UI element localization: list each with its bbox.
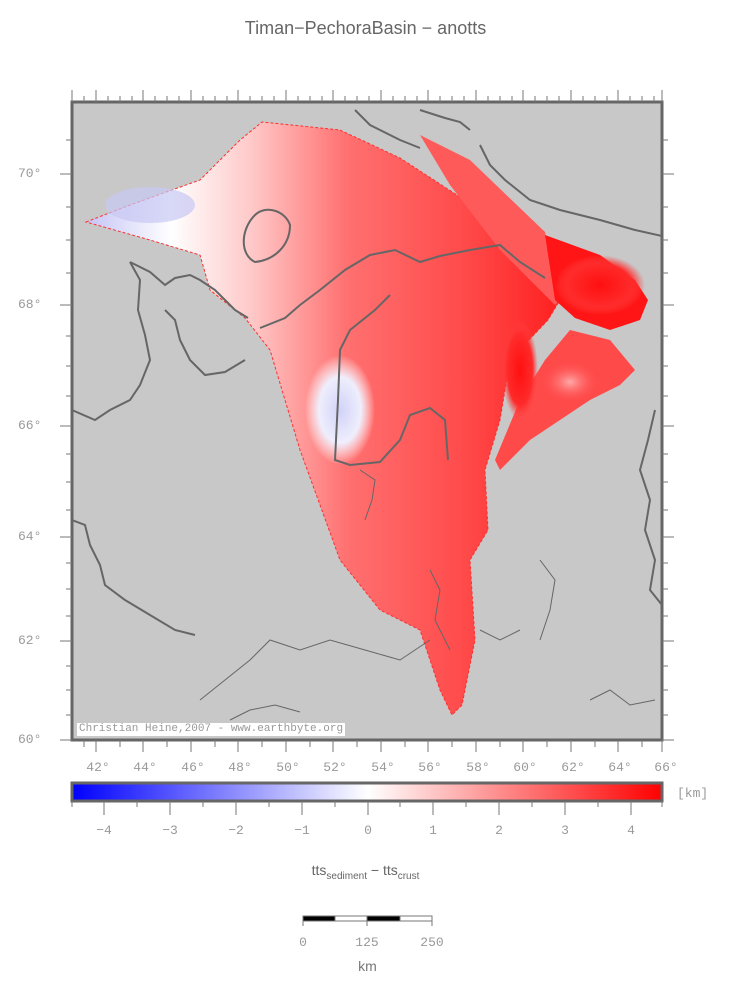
scale-bar [302,915,433,926]
quantity-b-sub: crust [397,870,420,882]
colorbar-label-3: 3 [561,823,569,838]
scale-label-0: 0 [299,935,307,950]
lon-label-60: 60° [513,760,537,775]
basin-grid [72,109,662,721]
lat-label-68: 68° [18,297,42,312]
map-title: Timan−PechoraBasin − anotts [244,18,487,38]
colorbar-label-neg1: −1 [294,823,310,838]
lon-label-50: 50° [276,760,300,775]
credit-label: Christian Heine,2007 - www.earthbyte.org [77,723,346,736]
lat-label-66: 66° [18,418,42,433]
lon-label-54: 54° [371,760,395,775]
lon-label-56: 56° [418,760,442,775]
quantity-a: tts [311,862,327,878]
quantity-a-sub: sediment [326,870,367,882]
colorbar-label-neg4: −4 [96,823,112,838]
scale-label-125: 125 [355,935,379,950]
quantity-label: ttssediment − ttscrust [0,862,731,882]
colorbar-label-2: 2 [495,823,503,838]
colorbar-label-0: 0 [364,823,372,838]
scale-unit: km [358,958,377,974]
lon-label-64: 64° [608,760,632,775]
lat-label-70: 70° [18,166,42,181]
quantity-b: tts [382,862,398,878]
bottom-axis-ticks [83,740,663,752]
lon-label-52: 52° [323,760,347,775]
scale-label-250: 250 [420,935,444,950]
colorbar-label-4: 4 [627,823,635,838]
lat-label-60: 60° [18,732,42,747]
lon-label-48: 48° [228,760,252,775]
quantity-op: − [366,862,383,878]
colorbar-label-neg2: −2 [228,823,244,838]
lon-label-46: 46° [181,760,205,775]
lon-label-66: 66° [654,760,678,775]
colorbar-label-1: 1 [429,823,437,838]
map-frame [70,100,664,742]
colorbar-unit: [km] [677,786,709,801]
lat-label-64: 64° [18,529,42,544]
lon-label-44: 44° [133,760,157,775]
lon-label-62: 62° [561,760,585,775]
colorbar [70,781,664,815]
left-axis-ticks [60,139,72,741]
lat-label-62: 62° [18,633,42,648]
colorbar-label-neg3: −3 [162,823,178,838]
right-axis-ticks [662,139,674,741]
top-axis-ticks [71,90,663,102]
lon-label-58: 58° [466,760,490,775]
lon-label-42: 42° [86,760,110,775]
